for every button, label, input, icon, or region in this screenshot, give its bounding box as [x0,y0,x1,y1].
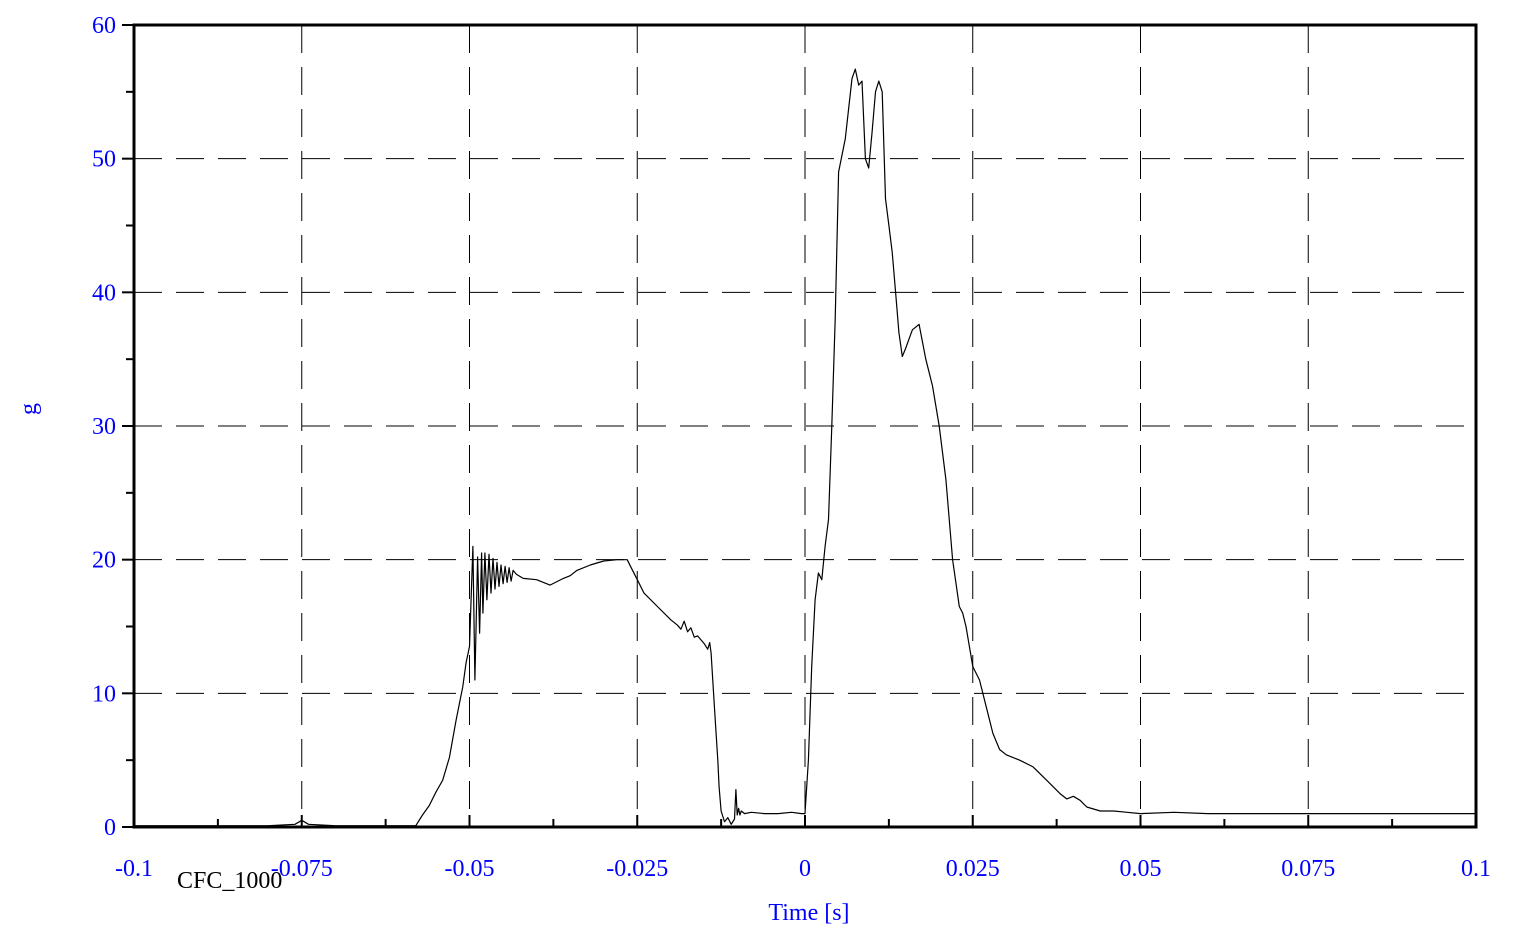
x-tick-label: -0.1 [115,856,153,882]
y-tick-label: 20 [92,548,116,574]
x-tick-label: 0.025 [946,856,1000,882]
x-axis-label: Time [s] [768,900,849,926]
x-tick-label: 0 [799,856,811,882]
y-tick-label: 50 [92,147,116,173]
y-tick-label: 40 [92,280,116,306]
y-tick-labels: 0 10 20 30 40 50 60 [92,13,116,841]
y-tick-label: 60 [92,13,116,39]
grid-lines [134,25,1476,827]
y-axis-label: g [16,403,42,415]
y-tick-label: 30 [92,414,116,440]
y-tick-label: 10 [92,681,116,707]
x-tick-label: -0.075 [271,856,333,882]
x-tick-label: 0.05 [1120,856,1162,882]
plot-area [134,68,1476,827]
y-tick-label: 0 [104,815,116,841]
x-tick-label: -0.025 [606,856,668,882]
x-tick-label: 0.075 [1281,856,1335,882]
series-line [134,68,1476,827]
x-tick-label: -0.05 [445,856,495,882]
x-tick-label: 0.1 [1461,856,1491,882]
x-tick-labels: -0.1 -0.075 -0.05 -0.025 0 0.025 0.05 0.075 0.1 [115,856,1491,882]
plot-frame [132,23,1478,829]
filter-annotation: CFC_1000 [177,868,282,894]
